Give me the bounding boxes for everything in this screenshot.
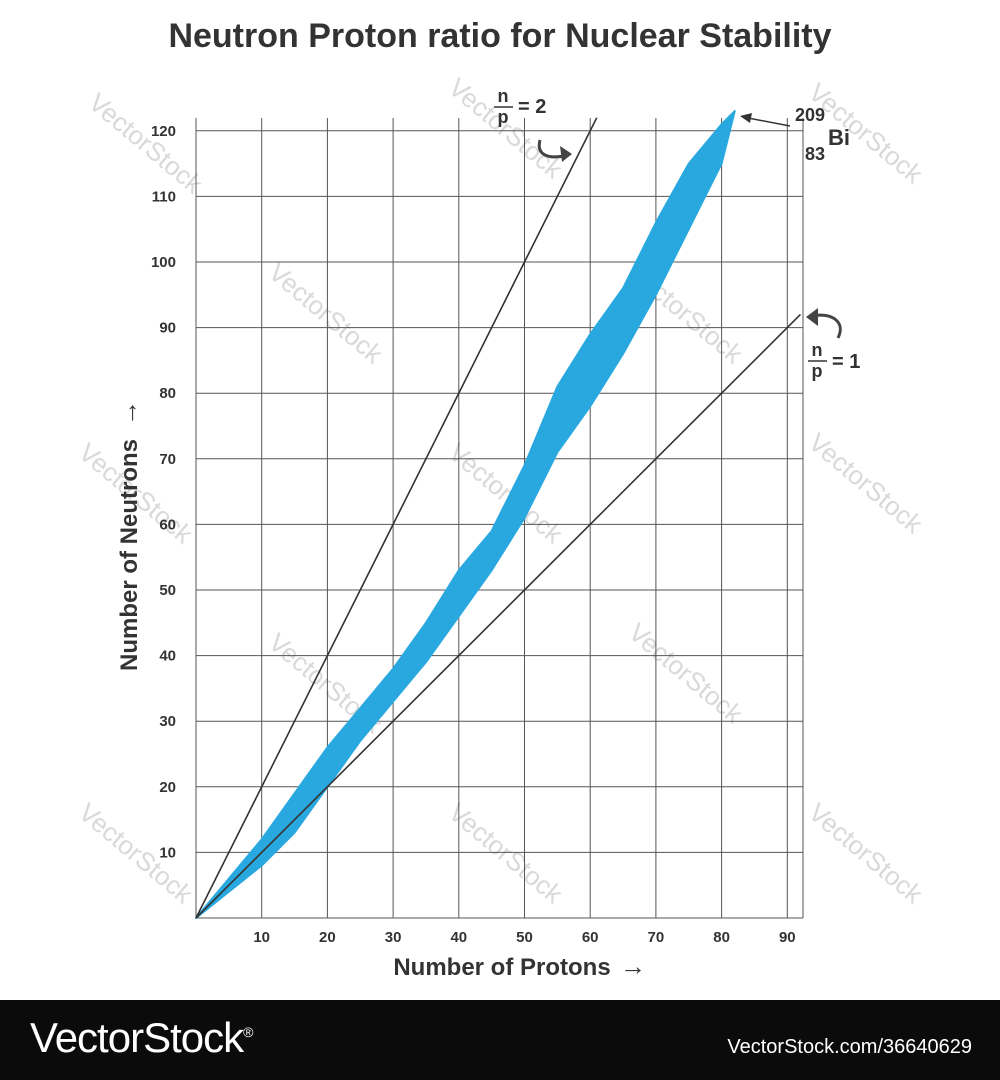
x-tick-label: 70 [648, 929, 665, 946]
footer-image-id: VectorStock.com/36640629 [727, 1036, 972, 1058]
ratio-2-denominator: p [498, 107, 509, 127]
y-tick-label: 80 [159, 385, 176, 402]
ratio-1-equals: = 1 [832, 351, 860, 373]
x-tick-label: 30 [385, 929, 402, 946]
watermark: VectorStock [83, 87, 209, 200]
watermark: VectorStock [803, 427, 929, 540]
ratio-2-equals: = 2 [518, 96, 546, 118]
chart-title: Neutron Proton ratio for Nuclear Stabili… [168, 17, 831, 55]
bismuth-atomic-number: 83 [805, 144, 825, 164]
x-axis-arrow-icon: → [620, 951, 646, 981]
watermark: VectorStock [803, 797, 929, 910]
chart-svg: Neutron Proton ratio for Nuclear Stabili… [73, 17, 929, 981]
y-tick-label: 40 [159, 648, 176, 665]
ratio-2-label: n p = 2 [494, 86, 572, 162]
watermark: VectorStock [263, 257, 389, 370]
y-axis-label: Number of Neutrons [116, 439, 143, 671]
x-tick-label: 90 [779, 929, 796, 946]
watermark: VectorStock [73, 797, 199, 910]
ratio-2-line [195, 117, 598, 919]
y-tick-label: 70 [159, 451, 176, 468]
curved-arrow-head-icon [560, 146, 572, 162]
x-tick-label: 40 [450, 929, 467, 946]
y-tick-label: 120 [151, 123, 176, 140]
y-tick-label: 60 [159, 516, 176, 533]
ratio-1-denominator: p [812, 361, 823, 381]
watermark: VectorStock [623, 617, 749, 730]
watermark: VectorStock [443, 797, 569, 910]
curved-arrow-head-icon [806, 308, 818, 326]
x-tick-label: 50 [516, 929, 533, 946]
ratio-1-line [195, 313, 802, 919]
stability-band [195, 110, 736, 919]
footer-brand-text: VectorStock [30, 1014, 244, 1061]
watermark: VectorStock [803, 77, 929, 190]
y-tick-label: 30 [159, 713, 176, 730]
x-axis-label: Number of Protons [393, 954, 610, 981]
y-tick-label: 50 [159, 582, 176, 599]
footer-bar: VectorStock® VectorStock.com/36640629 [0, 1000, 1000, 1080]
y-tick-label: 100 [151, 254, 176, 271]
x-tick-label: 60 [582, 929, 599, 946]
stability-band-layer [195, 110, 736, 919]
bismuth-symbol: Bi [828, 125, 850, 150]
y-tick-label: 10 [159, 844, 176, 861]
ratio-1-label: n p = 1 [806, 308, 860, 381]
bismuth-label: 209 Bi 83 [740, 105, 850, 164]
bismuth-mass-number: 209 [795, 105, 825, 125]
y-tick-label: 20 [159, 779, 176, 796]
footer-brand: VectorStock® [30, 1014, 253, 1062]
bismuth-pointer-arrow-icon [740, 113, 752, 123]
y-tick-label: 110 [152, 188, 176, 205]
x-tick-label: 20 [319, 929, 336, 946]
ratio-1-numerator: n [812, 340, 823, 360]
y-tick-label: 90 [159, 320, 176, 337]
tick-labels: 10 20 30 40 50 60 70 80 90 10 20 30 40 50 60 70 80 90 100 1… [151, 123, 796, 946]
bismuth-pointer-line [747, 117, 791, 127]
axis-titles: Number of Protons → Number of Neutrons → [113, 400, 646, 981]
registered-mark: ® [243, 1024, 253, 1040]
x-tick-label: 80 [713, 929, 730, 946]
annotations: n p = 2 n p = 1 209 Bi 83 [494, 86, 860, 381]
y-axis-arrow-icon: → [113, 400, 143, 426]
ratio-2-numerator: n [498, 86, 509, 106]
ratio-lines [195, 117, 802, 919]
x-tick-label: 10 [253, 929, 270, 946]
watermark-layer: VectorStock VectorStock VectorStock VectorS… [73, 72, 929, 910]
